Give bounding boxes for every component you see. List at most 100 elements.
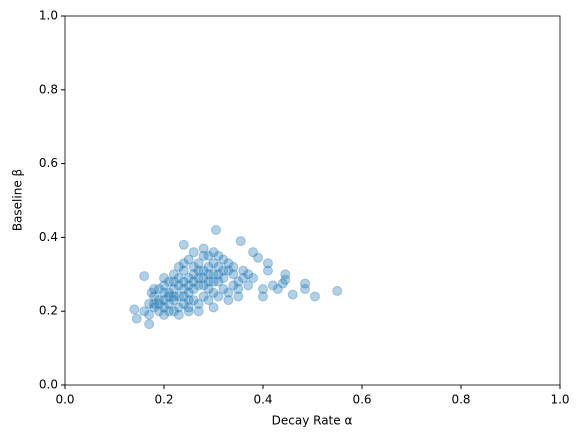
- point: [154, 298, 165, 309]
- point: [168, 295, 179, 306]
- y-tick-label: 0.0: [39, 378, 58, 392]
- point: [154, 284, 165, 295]
- point: [139, 271, 150, 282]
- point: [188, 247, 199, 258]
- point: [287, 289, 298, 300]
- point: [163, 291, 174, 302]
- point: [198, 250, 209, 261]
- point: [154, 295, 165, 306]
- point: [243, 280, 254, 291]
- x-tick-label: 0.8: [451, 393, 470, 407]
- point: [223, 258, 234, 269]
- y-tick-label: 0.2: [39, 304, 58, 318]
- point: [188, 276, 199, 287]
- point: [208, 276, 219, 287]
- point: [146, 287, 157, 298]
- point: [193, 272, 204, 283]
- point: [178, 284, 189, 295]
- point: [218, 254, 229, 265]
- point: [218, 272, 229, 283]
- point: [218, 265, 229, 276]
- point: [131, 313, 142, 324]
- point: [183, 302, 194, 313]
- point: [235, 236, 246, 247]
- point: [280, 274, 291, 285]
- point: [213, 276, 224, 287]
- point: [178, 276, 189, 287]
- x-tick-label: 0.6: [352, 393, 371, 407]
- y-tick-label: 0.4: [39, 230, 58, 244]
- point: [300, 284, 311, 295]
- plot-frame: [64, 15, 561, 386]
- point: [203, 284, 214, 295]
- point: [258, 291, 268, 302]
- point: [193, 265, 204, 276]
- point: [159, 280, 169, 291]
- point: [228, 280, 239, 291]
- point: [218, 284, 229, 295]
- y-tick-label: 1.0: [39, 9, 58, 23]
- point: [163, 287, 174, 298]
- point: [178, 291, 189, 302]
- point: [233, 291, 244, 302]
- point: [208, 287, 219, 298]
- point: [183, 287, 194, 298]
- x-axis-label: Decay Rate α: [272, 414, 353, 428]
- point: [238, 272, 249, 283]
- point: [228, 261, 239, 272]
- point: [332, 285, 343, 296]
- point: [173, 261, 184, 272]
- point: [144, 309, 155, 320]
- point: [248, 247, 259, 258]
- point: [144, 298, 155, 309]
- y-axis-label: Baseline β: [11, 169, 25, 231]
- point: [193, 280, 204, 291]
- point: [223, 295, 234, 306]
- point: [193, 306, 204, 317]
- point: [168, 276, 179, 287]
- point: [267, 280, 278, 291]
- point: [188, 269, 199, 280]
- point: [233, 276, 244, 287]
- x-tick-label: 0.4: [253, 393, 272, 407]
- point: [129, 304, 140, 315]
- point: [178, 298, 189, 309]
- point: [178, 258, 189, 269]
- point: [280, 269, 291, 280]
- point: [159, 272, 169, 283]
- point: [183, 295, 194, 306]
- point: [163, 276, 174, 287]
- point: [159, 309, 169, 320]
- point: [228, 269, 239, 280]
- point: [173, 291, 184, 302]
- point: [203, 250, 214, 261]
- point: [163, 298, 174, 309]
- point: [149, 291, 160, 302]
- point: [178, 265, 189, 276]
- point: [309, 291, 320, 302]
- point: [203, 276, 214, 287]
- point: [159, 287, 169, 298]
- x-tick-label: 0.0: [55, 393, 74, 407]
- point: [183, 272, 194, 283]
- point: [168, 291, 179, 302]
- point: [213, 291, 224, 302]
- point: [213, 269, 224, 280]
- point: [183, 306, 194, 317]
- point: [149, 298, 160, 309]
- point: [193, 298, 204, 309]
- point: [154, 306, 165, 317]
- point: [139, 306, 150, 317]
- x-tick-label: 0.2: [154, 393, 173, 407]
- point: [173, 272, 184, 283]
- point: [198, 291, 209, 302]
- y-tick-label: 0.8: [39, 82, 58, 96]
- point: [208, 258, 219, 269]
- point: [168, 306, 179, 317]
- point: [248, 272, 259, 283]
- point: [262, 265, 273, 276]
- point: [198, 265, 209, 276]
- point: [163, 306, 174, 317]
- point: [223, 265, 234, 276]
